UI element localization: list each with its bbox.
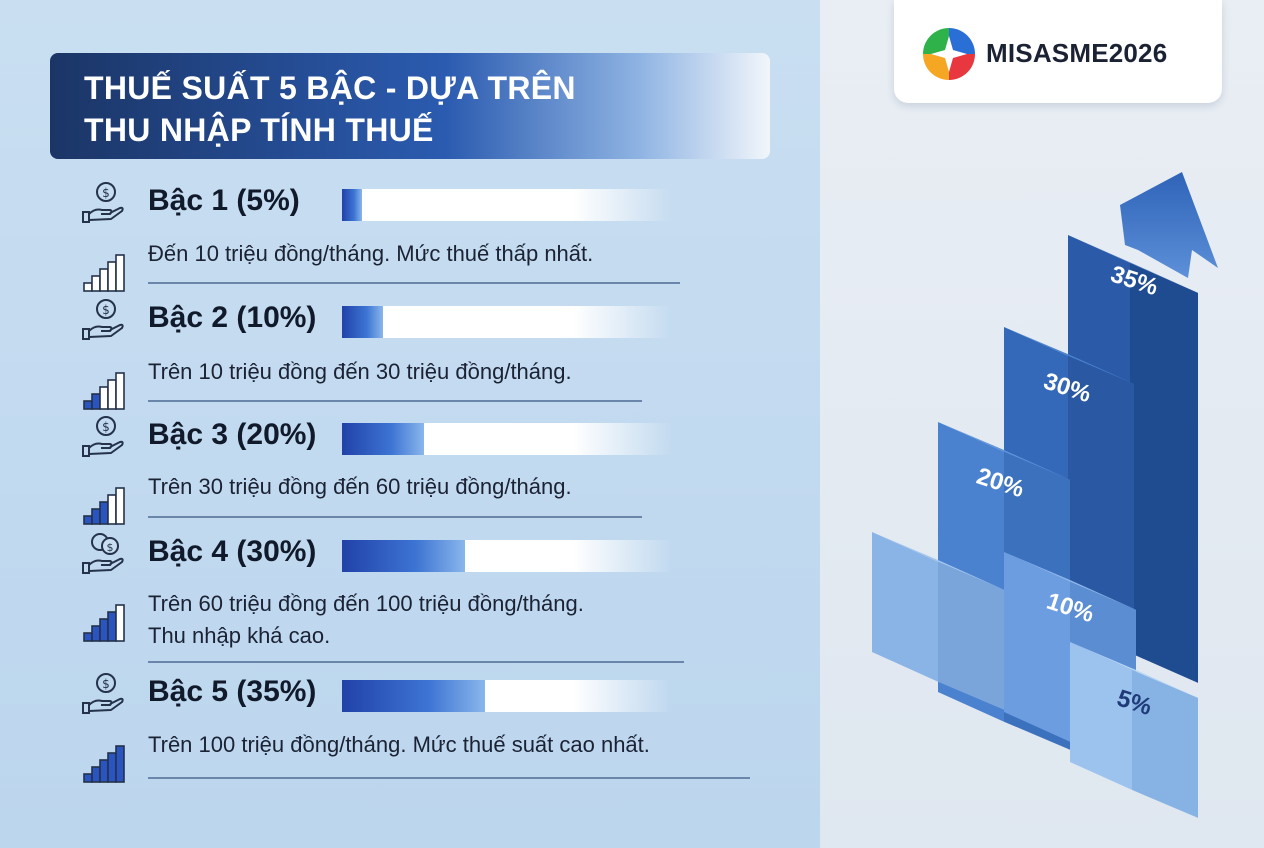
tier-rate-bar [342,423,672,455]
svg-text:$: $ [107,541,114,554]
svg-text:$: $ [102,303,110,317]
hand-dollar-icon: $ [80,296,126,347]
tier-rate-fill [342,306,383,338]
tier-description: Trên 10 triệu đồng đến 30 triệu đồng/thá… [148,356,572,388]
tier-description-line: Trên 60 triệu đồng đến 100 triệu đồng/th… [148,591,584,616]
step-35-side [1130,262,1198,683]
stairs-icon [80,247,126,298]
step-5-side [1132,669,1198,818]
brand-card: MISASME2026 [894,0,1222,103]
tier-title: Bậc 4 (30%) [148,535,317,568]
step-10-top [1004,552,1136,610]
tier-rate-bar [342,540,672,572]
stairs-icon [80,480,126,531]
tier-rate-fill [342,423,424,455]
step-5-front [1070,642,1132,790]
brand-logo-icon [923,28,975,80]
tier-rate-fill [342,680,485,712]
tier-rate-bar [342,680,672,712]
tier-rate-bar [342,189,672,221]
tier-rate-fill [342,540,465,572]
tier-description-line: Trên 10 triệu đồng đến 30 triệu đồng/thá… [148,359,572,384]
tier-title: Bậc 2 (10%) [148,301,317,334]
hand-coins-icon: $ [80,530,126,581]
up-arrow-icon [1120,172,1218,278]
step-20-top [938,422,1070,480]
page-title-line-1: THUẾ SUẤT 5 BẬC - DỰA TRÊN [84,70,576,106]
stairs-icon [80,738,126,789]
stairs-icon [80,365,126,416]
svg-text:$: $ [102,677,110,691]
tier-divider [148,777,750,779]
tier-divider [148,400,642,402]
tier-description: Trên 30 triệu đồng đến 60 triệu đồng/thá… [148,471,572,503]
tier-description: Trên 60 triệu đồng đến 100 triệu đồng/th… [148,588,584,652]
title-banner: THUẾ SUẤT 5 BẬC - DỰA TRÊN THU NHẬP TÍNH… [50,53,770,159]
tier-description-line: Thu nhập khá cao. [148,623,331,648]
step-30-top [1004,327,1134,384]
tier-title: Bậc 1 (5%) [148,184,300,217]
tier-description-line: Trên 100 triệu đồng/tháng. Mức thuế suất… [148,732,650,757]
step-10-front [1004,552,1070,742]
hand-dollar-icon: $ [80,179,126,230]
step-35-top [1068,235,1198,293]
step-base-front [872,532,938,682]
tier-description-line: Đến 10 triệu đồng/tháng. Mức thuế thấp n… [148,241,594,266]
page-title-line-2: THU NHẬP TÍNH THUẾ [84,112,434,148]
tier-title: Bậc 5 (35%) [148,675,317,708]
tier-rate-bar [342,306,672,338]
hand-dollar-icon: $ [80,413,126,464]
step-base-top [872,532,1004,590]
brand-name: MISASME2026 [986,38,1168,68]
tier-divider [148,282,680,284]
step-base-side [938,561,1004,710]
tier-divider [148,661,684,663]
tier-title: Bậc 3 (20%) [148,418,317,451]
tier-divider [148,516,642,518]
svg-text:$: $ [102,420,110,434]
step-5-top [1070,642,1198,698]
tier-description-line: Trên 30 triệu đồng đến 60 triệu đồng/thá… [148,474,572,499]
tax-stairs-illustration: 5%10%20%30%35% [872,172,1218,818]
hand-dollar-icon: $ [80,670,126,721]
tier-rate-fill [342,189,362,221]
stairs-icon [80,597,126,648]
tier-description: Trên 100 triệu đồng/tháng. Mức thuế suất… [148,729,650,761]
tier-description: Đến 10 triệu đồng/tháng. Mức thuế thấp n… [148,238,593,270]
svg-text:$: $ [102,186,110,200]
